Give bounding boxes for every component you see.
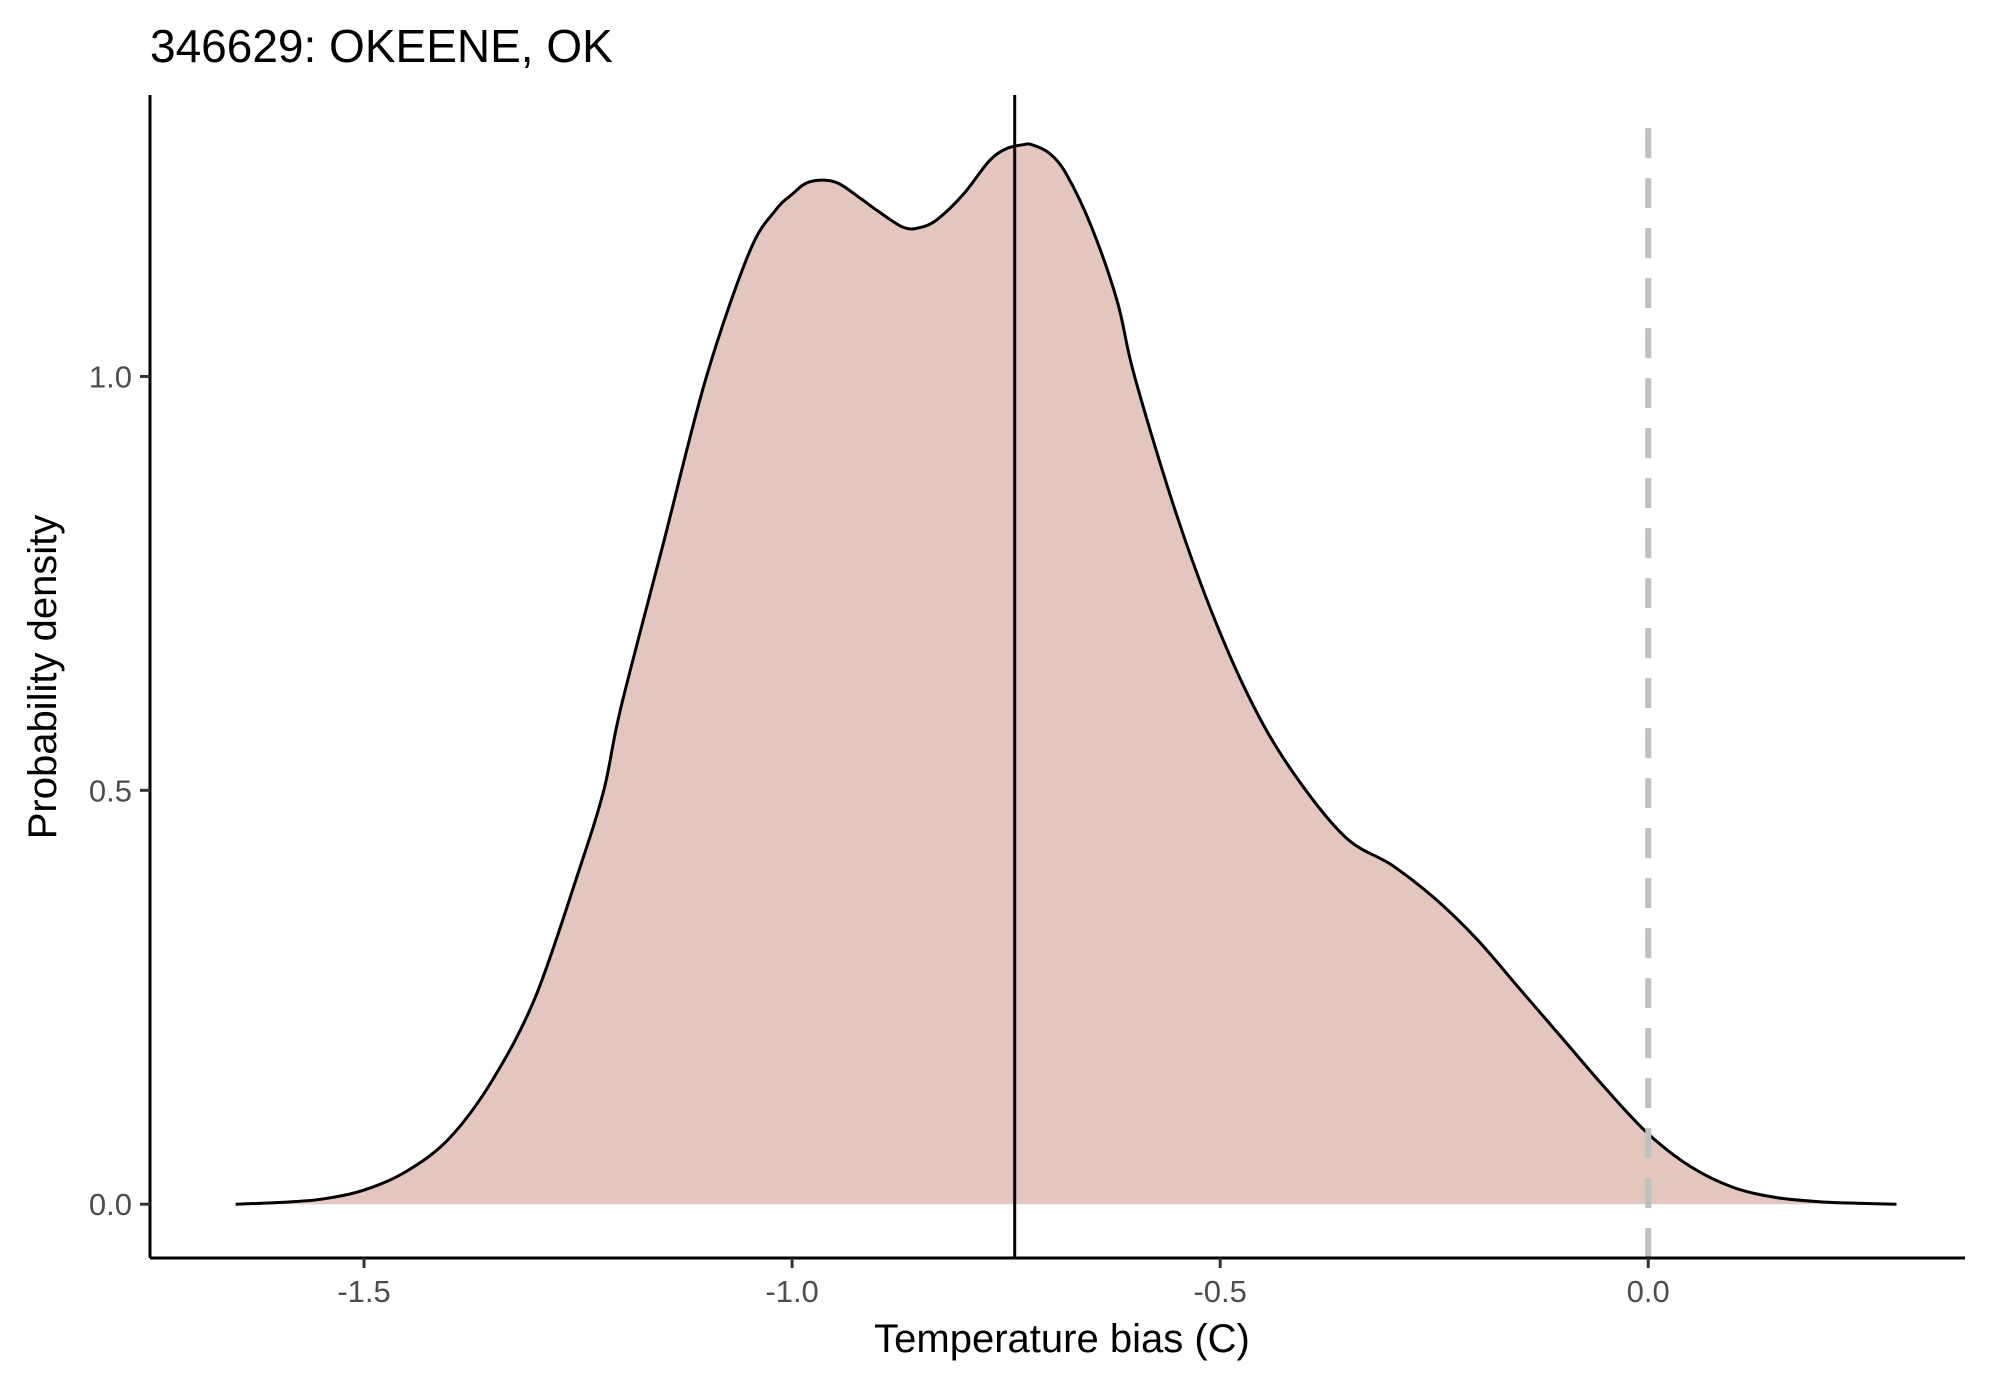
density-curve-0 (235, 142, 1897, 1206)
x-tick-label: -0.5 (1193, 1274, 1246, 1309)
chart-title: 346629: OKEENE, OK (150, 20, 613, 72)
x-tick-label: 0.0 (1627, 1274, 1670, 1309)
density-area-0 (235, 143, 1897, 1205)
y-tick-label: 0.0 (89, 1187, 132, 1222)
axes: -1.5 -1.0 -0.5 0.0 0.0 0.5 1.0 (89, 95, 1965, 1309)
y-tick-label: 1.0 (89, 359, 132, 394)
x-axis-title: Temperature bias (C) (874, 1317, 1250, 1361)
y-tick-label: 0.5 (89, 773, 132, 808)
y-axis-title: Probability density (21, 515, 65, 840)
x-tick-label: -1.0 (765, 1274, 818, 1309)
x-tick-label: -1.5 (337, 1274, 390, 1309)
plot-area (235, 95, 1897, 1258)
